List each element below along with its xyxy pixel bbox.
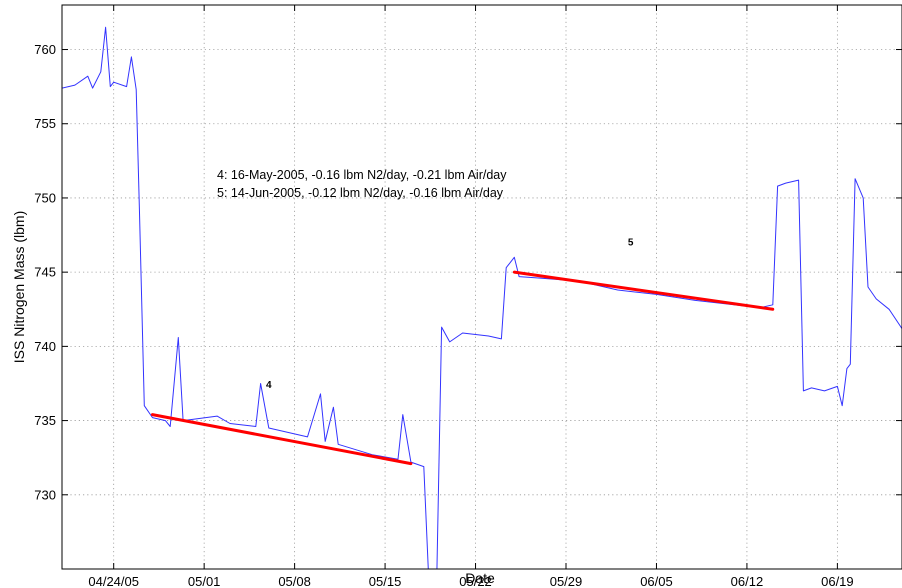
x-tick-label: 04/24/05 <box>88 574 139 588</box>
fit-line-4 <box>150 413 413 466</box>
y-tick-label: 730 <box>34 487 56 502</box>
x-tick-label: 06/19 <box>821 574 854 588</box>
x-tick-label: 05/08 <box>278 574 311 588</box>
grid-lines <box>62 5 902 569</box>
x-tick-label: 05/29 <box>550 574 583 588</box>
x-tick-label: 06/05 <box>640 574 673 588</box>
y-tick-label: 740 <box>34 339 56 354</box>
segment-label-4: 4 <box>266 380 272 391</box>
x-tick-label: 05/15 <box>369 574 402 588</box>
y-tick-label: 735 <box>34 413 56 428</box>
y-axis-title: ISS Nitrogen Mass (lbm) <box>11 211 27 363</box>
annotation-line-4: 4: 16-May-2005, -0.16 lbm N2/day, -0.21 … <box>217 168 507 182</box>
axis-tick-labels: 04/24/05 05/01 05/08 05/15 05/22 05/29 06/05 06… <box>34 42 853 588</box>
nitrogen-mass-series-line <box>62 26 902 569</box>
axis-ticks <box>62 5 902 569</box>
x-tick-label: 05/01 <box>188 574 221 588</box>
fit-line-5 <box>512 270 775 311</box>
annotation-line-5: 5: 14-Jun-2005, -0.12 lbm N2/day, -0.16 … <box>217 186 504 200</box>
plot-frame <box>61 4 902 570</box>
y-tick-label: 745 <box>34 265 56 280</box>
y-tick-label: 750 <box>34 190 56 205</box>
y-tick-label: 755 <box>34 116 56 131</box>
segment-label-5: 5 <box>628 237 634 248</box>
x-tick-label: 05/22 <box>459 574 492 588</box>
x-tick-label: 06/12 <box>731 574 764 588</box>
x-axis-title: Date <box>465 570 495 586</box>
series-layer <box>62 26 902 569</box>
y-tick-label: 760 <box>34 42 56 57</box>
fit-lines <box>150 270 775 466</box>
